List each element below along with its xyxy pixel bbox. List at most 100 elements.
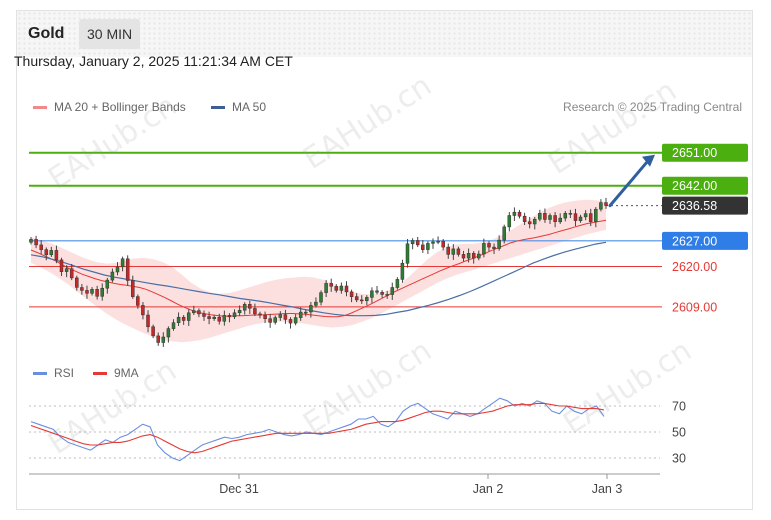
candle-body bbox=[344, 285, 349, 293]
candle-body bbox=[349, 291, 354, 297]
candle-body bbox=[375, 290, 379, 293]
candle-body bbox=[365, 297, 369, 301]
legend-ma20: MA 20 + Bollinger Bands bbox=[33, 100, 186, 114]
candle-body bbox=[354, 296, 359, 301]
price-label: 2636.58 bbox=[672, 199, 717, 213]
candle-body bbox=[95, 289, 99, 297]
candle-body bbox=[263, 314, 267, 319]
x-tick-label: Jan 2 bbox=[473, 482, 504, 496]
candle-body bbox=[125, 258, 130, 281]
ma50-legend-label: MA 50 bbox=[232, 100, 267, 114]
candle-body bbox=[441, 240, 445, 248]
candle-body bbox=[29, 239, 33, 243]
candle-body bbox=[436, 240, 440, 243]
candle-body bbox=[120, 258, 125, 268]
candle-body bbox=[217, 316, 222, 322]
candle-body bbox=[583, 213, 588, 218]
candle-body bbox=[502, 226, 506, 241]
candle-body bbox=[309, 305, 313, 313]
symbol-title: Gold bbox=[28, 25, 65, 42]
candle-body bbox=[588, 213, 593, 222]
candle-body bbox=[156, 335, 160, 343]
timeframe-selector[interactable]: 30 MIN bbox=[79, 19, 141, 49]
candle-body bbox=[543, 213, 547, 220]
candle-body bbox=[131, 280, 135, 297]
9ma-swatch bbox=[93, 371, 107, 375]
candle-body bbox=[39, 244, 43, 250]
candle-body bbox=[304, 311, 308, 314]
candle-body bbox=[161, 336, 166, 343]
candle-body bbox=[54, 250, 59, 261]
candle-body bbox=[359, 299, 364, 302]
candle-body bbox=[390, 287, 395, 295]
candle-body bbox=[278, 314, 283, 318]
candle-body bbox=[232, 312, 237, 318]
candle-body bbox=[181, 316, 186, 321]
candle-body bbox=[395, 279, 400, 288]
candle-body bbox=[49, 250, 54, 256]
candle-body bbox=[207, 316, 211, 319]
candle-body bbox=[461, 254, 466, 259]
x-tick-label: Dec 31 bbox=[219, 482, 259, 496]
candle-body bbox=[471, 253, 476, 259]
candle-body bbox=[212, 316, 216, 319]
legend-ma50: MA 50 bbox=[211, 100, 266, 114]
9ma-legend-label: 9MA bbox=[114, 366, 139, 380]
candle-body bbox=[146, 314, 150, 328]
candle-body bbox=[90, 289, 94, 294]
candle-body bbox=[334, 286, 339, 291]
candle-body bbox=[80, 287, 84, 291]
candle-body bbox=[477, 253, 481, 259]
candle-body bbox=[512, 211, 517, 216]
candle-body bbox=[421, 244, 425, 250]
ma20-line bbox=[30, 219, 607, 318]
candle-body bbox=[370, 290, 374, 298]
candle-body bbox=[268, 318, 272, 323]
candle-body bbox=[487, 243, 491, 248]
price-label: 2620.00 bbox=[672, 260, 717, 274]
ma20-swatch bbox=[33, 105, 47, 109]
legend-9ma: 9MA bbox=[93, 366, 139, 380]
candle-body bbox=[492, 246, 496, 249]
candle-body bbox=[482, 243, 486, 255]
candle-body bbox=[497, 239, 501, 249]
candle-body bbox=[197, 310, 201, 315]
chart-header: Gold 30 MIN bbox=[17, 11, 752, 57]
candle-body bbox=[258, 313, 262, 316]
candle-body bbox=[222, 315, 227, 322]
candle-body bbox=[69, 268, 74, 279]
candle-body bbox=[298, 311, 303, 318]
candle-body bbox=[400, 262, 405, 280]
candle-body bbox=[166, 328, 171, 338]
price-label-box bbox=[662, 196, 748, 215]
candle-body bbox=[314, 301, 318, 306]
price-label-box bbox=[662, 143, 748, 162]
candle-body bbox=[283, 314, 288, 320]
candle-body bbox=[558, 217, 562, 223]
candle-body bbox=[446, 246, 450, 255]
price-label: 2627.00 bbox=[672, 234, 717, 248]
price-label-box bbox=[662, 231, 748, 250]
candle-body bbox=[141, 305, 145, 316]
candle-body bbox=[115, 266, 120, 273]
candle-body bbox=[85, 290, 89, 294]
candle-body bbox=[573, 213, 578, 221]
candle-body bbox=[253, 308, 257, 315]
candle-body bbox=[151, 326, 155, 337]
candle-body bbox=[604, 202, 608, 206]
chart-datetime: Thursday, January 2, 2025 11:21:34 AM CE… bbox=[14, 53, 293, 69]
candle-body bbox=[237, 309, 242, 314]
rsi-tick-label: 50 bbox=[672, 426, 686, 440]
candle-body bbox=[64, 268, 69, 272]
legend-rsi: RSI bbox=[33, 366, 74, 380]
ma20-legend-label: MA 20 + Bollinger Bands bbox=[54, 100, 186, 114]
candle-body bbox=[507, 215, 512, 228]
candle-body bbox=[415, 240, 420, 246]
candle-body bbox=[466, 253, 471, 259]
candle-body bbox=[538, 213, 542, 220]
candle-body bbox=[568, 213, 573, 215]
candle-body bbox=[273, 317, 277, 323]
candle-body bbox=[34, 239, 38, 246]
candle-body bbox=[405, 243, 410, 264]
candle-body bbox=[431, 241, 435, 244]
